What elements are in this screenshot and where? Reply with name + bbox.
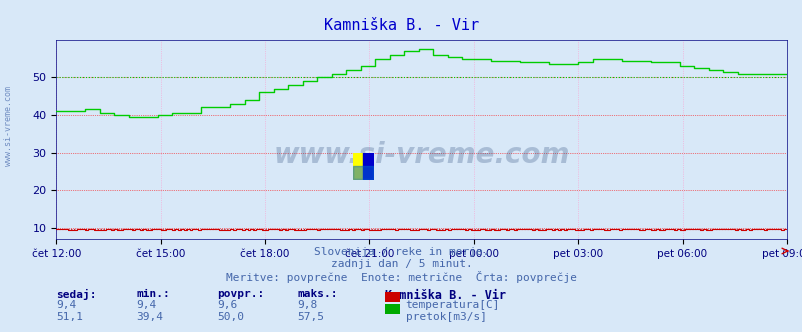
Text: 9,4: 9,4 bbox=[136, 300, 156, 310]
Text: zadnji dan / 5 minut.: zadnji dan / 5 minut. bbox=[330, 259, 472, 269]
Text: min.:: min.: bbox=[136, 289, 170, 299]
Text: 51,1: 51,1 bbox=[56, 312, 83, 322]
Text: Kamniška B. - Vir: Kamniška B. - Vir bbox=[323, 18, 479, 33]
Text: 9,4: 9,4 bbox=[56, 300, 76, 310]
Text: sedaj:: sedaj: bbox=[56, 289, 96, 300]
Text: temperatura[C]: temperatura[C] bbox=[405, 300, 500, 310]
Text: www.si-vreme.com: www.si-vreme.com bbox=[4, 86, 13, 166]
Text: www.si-vreme.com: www.si-vreme.com bbox=[273, 141, 569, 169]
Text: 57,5: 57,5 bbox=[297, 312, 324, 322]
Text: pretok[m3/s]: pretok[m3/s] bbox=[405, 312, 486, 322]
Text: maks.:: maks.: bbox=[297, 289, 337, 299]
Text: 39,4: 39,4 bbox=[136, 312, 164, 322]
Text: povpr.:: povpr.: bbox=[217, 289, 264, 299]
Text: 50,0: 50,0 bbox=[217, 312, 244, 322]
Text: 9,6: 9,6 bbox=[217, 300, 237, 310]
Text: Meritve: povprečne  Enote: metrične  Črta: povprečje: Meritve: povprečne Enote: metrične Črta:… bbox=[225, 271, 577, 283]
Text: Kamniška B. - Vir: Kamniška B. - Vir bbox=[385, 289, 506, 302]
Text: Slovenija / reke in morje.: Slovenija / reke in morje. bbox=[314, 247, 488, 257]
Text: 9,8: 9,8 bbox=[297, 300, 317, 310]
